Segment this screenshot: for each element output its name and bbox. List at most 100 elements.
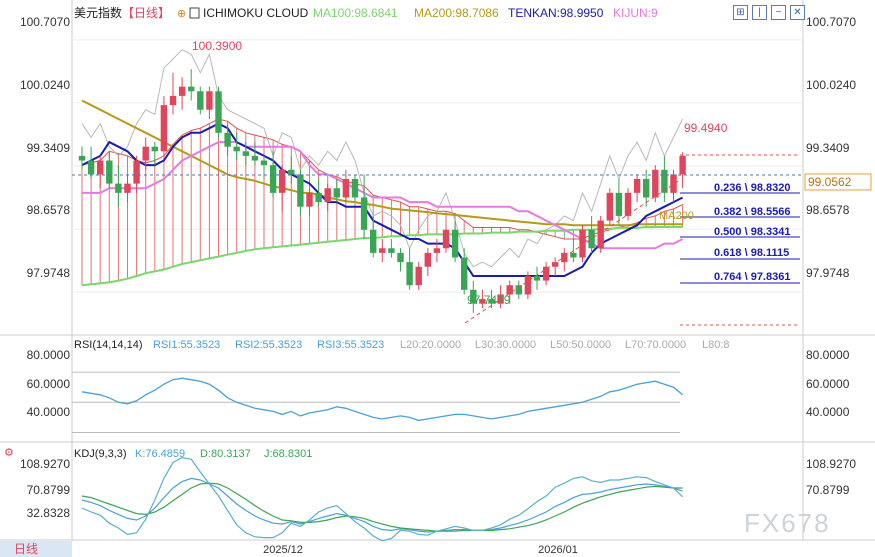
price-pane[interactable] — [72, 39, 803, 326]
candle-body — [624, 192, 632, 216]
watermark: FX678 — [744, 508, 831, 538]
price-axis-left: 100.7070 100.0240 99.3409 98.6578 97.974… — [20, 15, 70, 280]
rsi-l30-legend: L30:30.0000 — [475, 339, 536, 351]
fib-trendline — [464, 179, 681, 324]
period-button-label[interactable]: 日线 — [14, 542, 38, 556]
candle-body — [370, 229, 377, 253]
candle-body — [197, 91, 204, 110]
current-price-label: 99.0562 — [808, 175, 852, 189]
minimize-icon[interactable]: − — [771, 5, 786, 20]
kdj-d-legend: D:80.3137 — [200, 448, 251, 460]
kdj-d-line — [81, 482, 683, 532]
candle-body — [260, 160, 268, 166]
candle-body — [488, 299, 495, 304]
kdj-axis: 108.9270 70.8799 32.8328 108.9270 70.879… — [20, 457, 856, 520]
candle-body — [652, 169, 659, 198]
candle-body — [242, 151, 249, 156]
candle-body — [279, 169, 286, 193]
candle-body — [606, 192, 613, 221]
candle-body — [615, 192, 623, 216]
price-tick-label: 100.0240 — [20, 78, 70, 92]
candle-body — [288, 169, 295, 175]
candle-body — [552, 262, 559, 267]
candle-body — [397, 252, 404, 263]
kdj-pane[interactable] — [81, 456, 684, 542]
last-price-annotation: 99.4940 — [684, 121, 728, 135]
candle-body — [333, 188, 340, 198]
candle-body — [561, 252, 568, 263]
candle-body — [87, 160, 95, 175]
price-axis-right: 100.7070 100.0240 99.3409 98.6578 97.974… — [804, 15, 872, 280]
zoom-in-icon[interactable]: ⊞ — [733, 5, 748, 20]
ma200-tag: MA200 — [659, 210, 694, 222]
settings-icon[interactable]: ⊕ — [177, 8, 186, 20]
symbol-title: 美元指数 — [74, 5, 122, 20]
candle-body — [597, 220, 604, 249]
candle-body — [142, 146, 149, 161]
candle-body — [351, 179, 359, 198]
candle-body — [506, 285, 513, 295]
candle-body — [78, 155, 86, 161]
period-button[interactable] — [0, 541, 72, 557]
candle-body — [133, 160, 140, 184]
candle-body — [479, 299, 486, 304]
rsi-pane[interactable] — [72, 371, 684, 433]
period-label[interactable]: 【日线】 — [122, 6, 170, 20]
candle-body — [233, 146, 240, 152]
candle-body — [415, 266, 422, 286]
candle-body — [461, 257, 468, 290]
candle-body — [643, 179, 650, 198]
rsi-tick-label: 40.0000 — [27, 405, 71, 419]
rsi-tick-label: 60.0000 — [806, 377, 850, 391]
chart-header: 美元指数 【日线】 ⊕ ICHIMOKU CLOUD MA100:98.6841… — [74, 5, 658, 20]
candle-body — [206, 91, 213, 110]
candle-body — [315, 192, 322, 203]
candle-body — [251, 155, 259, 161]
rsi-l80-legend: L80:8 — [702, 339, 730, 351]
candle-body — [379, 248, 386, 253]
low-annotation: 97.7479 — [467, 293, 511, 307]
fib-label: 0.500 \ 98.3341 — [714, 226, 790, 238]
kdj-j-legend: J:68.8301 — [264, 448, 312, 460]
high-annotation: 100.3900 — [192, 39, 242, 53]
candle-body — [542, 266, 550, 281]
candle-body — [297, 174, 304, 207]
candle-body — [442, 229, 450, 249]
candle-body — [424, 252, 431, 267]
rsi2-legend: RSI2:55.3523 — [235, 339, 302, 351]
price-tick-label: 99.3409 — [806, 141, 850, 155]
ma100-legend: MA100:98.6841 — [313, 6, 398, 20]
candle-body — [324, 188, 331, 203]
kdj-tick-label: 108.9270 — [806, 457, 856, 471]
price-tick-label: 97.9748 — [806, 266, 850, 280]
split-icon[interactable]: | — [752, 5, 767, 20]
rsi-axis: 80.0000 60.0000 40.0000 80.0000 60.0000 … — [27, 348, 850, 419]
kdj-header: ⚙ KDJ(9,3,3) K:76.4859 D:80.3137 J:68.83… — [4, 447, 312, 460]
rsi-tick-label: 40.0000 — [806, 405, 850, 419]
candle-body — [533, 275, 541, 281]
price-tick-label: 98.6578 — [27, 203, 71, 217]
candle-body — [670, 174, 677, 193]
kdj-tick-label: 70.8799 — [806, 483, 850, 497]
candle-body — [115, 183, 122, 193]
fib-label: 0.236 \ 98.8320 — [714, 182, 790, 194]
candle-body — [633, 179, 641, 193]
rsi-l50-legend: L50:50.0000 — [550, 339, 611, 351]
candle-body — [188, 86, 195, 92]
rsi-tick-label: 80.0000 — [806, 348, 850, 362]
candle-body — [470, 289, 477, 304]
candle-body — [224, 132, 231, 147]
candle-body — [588, 229, 595, 249]
rsi-header: RSI(14,14,14) RSI1:55.3523 RSI2:55.3523 … — [74, 339, 730, 351]
fib-label: 0.764 \ 97.8361 — [714, 271, 790, 283]
rsi1-legend: RSI1:55.3523 — [153, 339, 220, 351]
price-tick-label: 98.6578 — [806, 203, 850, 217]
tenkan-line — [81, 122, 684, 277]
rsi-l70-legend: L70:70.0000 — [625, 339, 686, 351]
ichimoku-label: ICHIMOKU CLOUD — [203, 6, 309, 20]
candle-body — [661, 169, 668, 193]
kdj-settings-icon[interactable]: ⚙ — [4, 447, 14, 459]
close-icon[interactable]: ✕ — [790, 5, 805, 20]
